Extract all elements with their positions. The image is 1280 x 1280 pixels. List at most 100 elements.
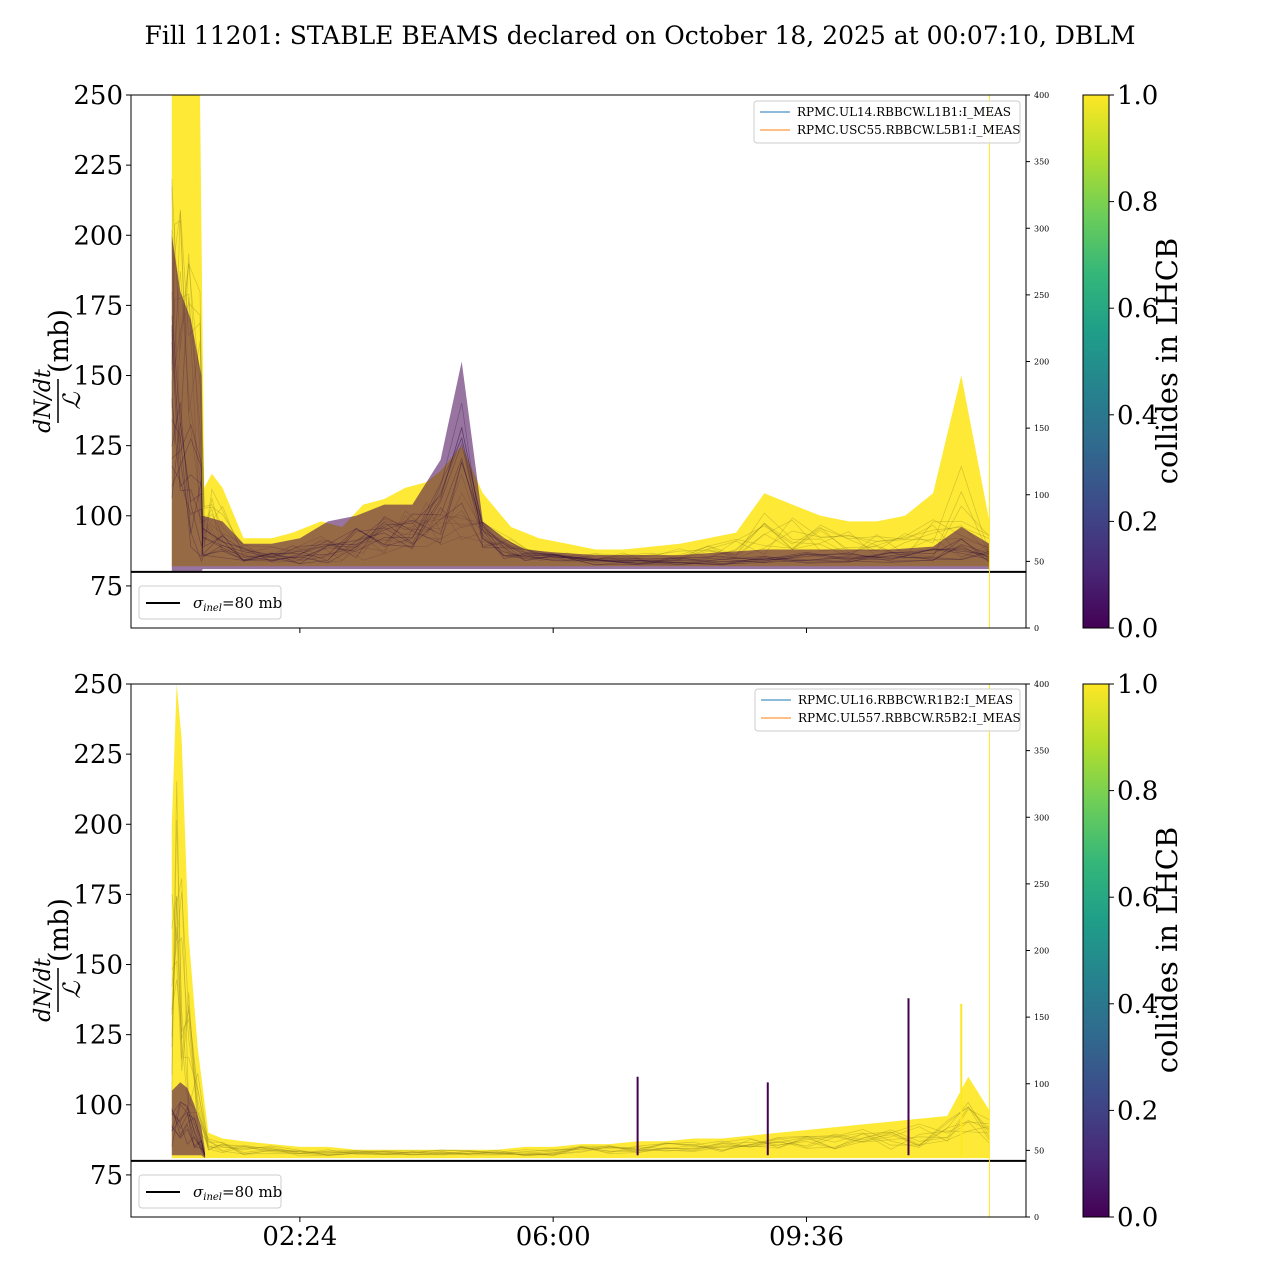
top-colorbar: 0.0 0.2 0.4 0.6 0.8 1.0 collides in LHCB <box>1082 81 1184 644</box>
bottom-colorbar-tick-label: 1.0 <box>1117 670 1158 700</box>
top-y2-tick-label: 200 <box>1034 358 1049 367</box>
bottom-x-ticks: 02:24 06:00 09:36 <box>262 1217 844 1252</box>
top-y-axis-label: dN/dt ℒ (mb) <box>31 309 86 433</box>
bottom-x-tick-label: 06:00 <box>516 1222 591 1252</box>
top-y-tick-label: 150 <box>73 362 123 392</box>
bottom-series-trace <box>171 979 990 1156</box>
top-series-trace <box>171 230 990 562</box>
bottom-colorbar-tick-label: 0.8 <box>1117 777 1158 807</box>
top-series-trace <box>171 422 990 566</box>
bottom-series-envelope-collides <box>171 684 990 1159</box>
top-colorbar-ticks: 0.0 0.2 0.4 0.6 0.8 1.0 <box>1109 81 1158 644</box>
top-colorbar-tick-label: 1.0 <box>1117 81 1158 111</box>
top-y2-tick-label: 100 <box>1034 491 1049 500</box>
bottom-x-tick-label: 09:36 <box>769 1222 844 1252</box>
top-colorbar-label: collides in LHCB <box>1150 238 1184 485</box>
bottom-colorbar: 0.0 0.2 0.4 0.6 0.8 1.0 collides in LHCB <box>1082 670 1184 1233</box>
bottom-legend-box <box>754 688 1021 732</box>
top-legend-box <box>753 100 1021 144</box>
bottom-series-trace <box>171 1123 206 1154</box>
bottom-y2-tick-label: 200 <box>1034 947 1049 956</box>
bottom-x-tick-label: 02:24 <box>262 1222 337 1252</box>
bottom-y-tick-label: 225 <box>73 740 123 770</box>
bottom-ylabel-unit: (mb) <box>44 898 75 962</box>
top-y-tick-label: 100 <box>73 502 123 532</box>
top-colorbar-tick-label: 0.0 <box>1117 614 1158 644</box>
bottom-y-ticks: 75 100 125 150 175 200 225 250 <box>73 670 131 1191</box>
bottom-y2-tick-label: 100 <box>1034 1080 1049 1089</box>
top-ylabel-unit: (mb) <box>44 309 75 373</box>
bottom-series-trace <box>171 1103 206 1157</box>
top-colorbar-tick-label: 0.2 <box>1117 507 1158 537</box>
bottom-legend-label-2: RPMC.UL557.RBBCW.R5B2:I_MEAS <box>798 711 1021 725</box>
top-series-trace <box>171 186 990 564</box>
top-y-ticks: 75 100 125 150 175 200 225 250 <box>73 81 131 602</box>
top-series-trace <box>171 262 990 564</box>
top-x-ticks <box>299 628 807 633</box>
top-y-tick-label: 75 <box>90 572 123 602</box>
top-ylabel-fraction-numerator: dN/dt <box>31 369 56 433</box>
bottom-ylabel-fraction-numerator: dN/dt <box>31 958 56 1022</box>
bottom-series-trace <box>171 960 990 1156</box>
bottom-colorbar-gradient <box>1082 683 1110 1218</box>
top-series-trace <box>171 253 990 561</box>
bottom-y-axis-label: dN/dt ℒ (mb) <box>31 898 86 1022</box>
top-y-tick-label: 125 <box>73 432 123 462</box>
bottom-ylabel-fraction-denominator: ℒ <box>58 981 86 999</box>
top-legend-label-2: RPMC.USC55.RBBCW.L5B1:I_MEAS <box>797 123 1020 137</box>
top-series-legend: RPMC.UL14.RBBCW.L1B1:I_MEAS RPMC.USC55.R… <box>753 100 1021 144</box>
bottom-series-trace <box>171 1110 206 1157</box>
bottom-series-trace <box>171 937 990 1156</box>
bottom-series-trace <box>171 819 990 1157</box>
top-series-trace <box>171 437 990 566</box>
top-y2-tick-label: 350 <box>1034 158 1049 167</box>
top-series-trace <box>171 270 990 561</box>
top-ref-legend-box <box>138 585 282 620</box>
bottom-y2-tick-label: 350 <box>1034 747 1049 756</box>
top-y2-tick-label: 150 <box>1034 424 1049 433</box>
top-series-envelope-collides <box>171 95 990 567</box>
top-series-trace <box>171 220 990 562</box>
bottom-reference-legend: σinel=80 mb <box>138 1174 282 1209</box>
top-series-trace <box>171 178 990 561</box>
bottom-series-envelope-non-collides <box>171 1082 205 1159</box>
top-panel: 75 100 125 150 175 200 225 250 0 50 100 150 200 250 3… <box>31 81 1184 644</box>
bottom-colorbar-tick-label: 0.2 <box>1117 1096 1158 1126</box>
top-series-trace <box>171 398 990 566</box>
top-ref-legend-label: σinel=80 mb <box>193 594 282 614</box>
top-y2-tick-label: 300 <box>1034 224 1049 233</box>
bottom-series-trace <box>171 878 990 1156</box>
bottom-y2-tick-label: 0 <box>1034 1213 1039 1222</box>
bottom-series-trace <box>171 781 990 1156</box>
top-colorbar-gradient <box>1082 94 1110 629</box>
bottom-y2-tick-label: 150 <box>1034 1013 1049 1022</box>
bottom-y-tick-label: 200 <box>73 810 123 840</box>
bottom-colorbar-tick-label: 0.4 <box>1117 990 1158 1020</box>
bottom-y-tick-label: 150 <box>73 951 123 981</box>
bottom-y2-tick-label: 400 <box>1034 680 1049 689</box>
top-y-tick-label: 200 <box>73 221 123 251</box>
figure-title: Fill 11201: STABLE BEAMS declared on Oct… <box>145 21 1136 50</box>
top-colorbar-tick-label: 0.4 <box>1117 401 1158 431</box>
top-y2-tick-label: 250 <box>1034 291 1049 300</box>
bottom-y2-tick-label: 250 <box>1034 880 1049 889</box>
bottom-y-tick-label: 175 <box>73 880 123 910</box>
bottom-series-trace <box>171 1108 206 1155</box>
bottom-y2-tick-label: 300 <box>1034 813 1049 822</box>
bottom-legend-label-1: RPMC.UL16.RBBCW.R1B2:I_MEAS <box>798 693 1013 707</box>
bottom-series-trace <box>171 926 990 1157</box>
top-colorbar-tick-label: 0.6 <box>1117 294 1158 324</box>
top-series-trace <box>171 325 990 564</box>
bottom-y2-tick-label: 50 <box>1034 1146 1044 1155</box>
top-y-tick-label: 175 <box>73 291 123 321</box>
top-series-trace <box>171 293 990 562</box>
bottom-series-trace <box>171 891 990 1157</box>
bottom-y-tick-label: 75 <box>90 1161 123 1191</box>
bottom-colorbar-tick-label: 0.0 <box>1117 1203 1158 1233</box>
top-series-trace <box>171 423 990 566</box>
bottom-series-trace <box>171 895 990 1156</box>
bottom-plot-area <box>131 684 1026 1217</box>
top-reference-legend: σinel=80 mb <box>138 585 282 620</box>
bottom-series-trace <box>171 1125 206 1155</box>
